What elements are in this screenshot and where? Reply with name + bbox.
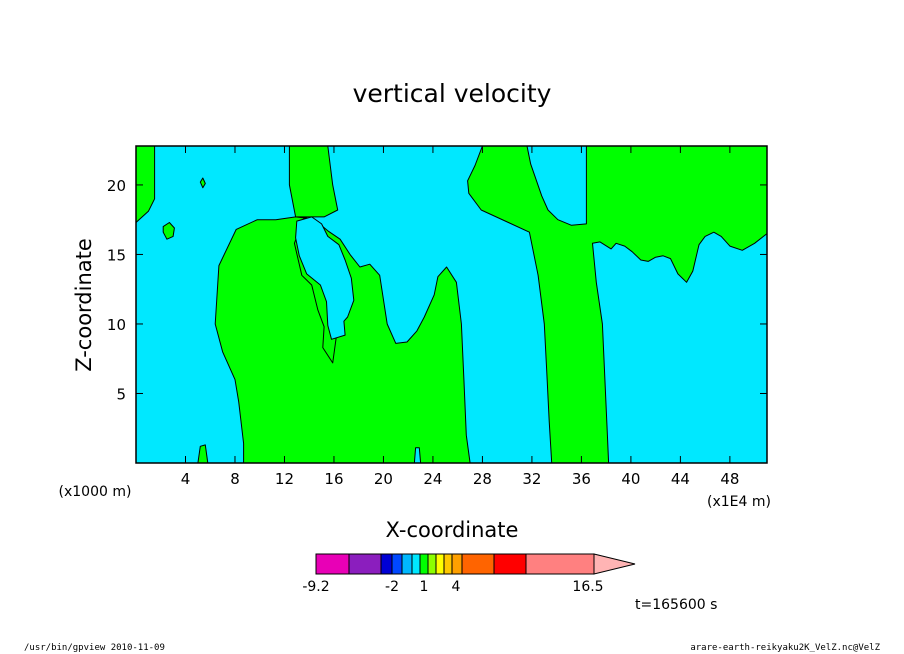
x-unit-right: (x1E4 m)	[707, 494, 771, 510]
footer-left: /usr/bin/gpview 2010-11-09	[24, 643, 165, 653]
x-tick-label: 24	[423, 470, 442, 488]
colorbar-overflow-arrow	[593, 553, 636, 575]
y-axis-label: Z-coordinate	[72, 238, 96, 372]
time-label: t=165600 s	[635, 597, 717, 613]
x-tick-label: 8	[230, 470, 240, 488]
x-tick-label: 28	[473, 470, 492, 488]
x-tick-label: 16	[324, 470, 343, 488]
x-tick-label: 44	[671, 470, 690, 488]
colorbar-segment	[493, 553, 527, 575]
y-axis-ticks: 5 10 15 20	[107, 177, 767, 403]
colorbar-label: -2	[385, 579, 399, 595]
colorbar-segment	[427, 553, 437, 575]
colorbar-segment	[461, 553, 495, 575]
x-axis-label: X-coordinate	[386, 518, 519, 542]
y-tick-label: 5	[116, 385, 126, 403]
colorbar-segment	[401, 553, 413, 575]
colorbar-segment	[435, 553, 445, 575]
colorbar-label-max: 16.5	[572, 579, 603, 595]
colorbar-segment	[348, 553, 382, 575]
colorbar-segment	[443, 553, 453, 575]
colorbar-segment	[391, 553, 403, 575]
x-tick-label: 20	[374, 470, 393, 488]
positive-velocity-island	[199, 177, 206, 189]
colorbar-segment	[419, 553, 429, 575]
chart-title: vertical velocity	[353, 79, 552, 108]
colorbar-segment	[525, 553, 595, 575]
x-axis-ticks: 4 8 12 16 20 24 28 32 36 40 44 48	[181, 146, 739, 488]
x-tick-label: 4	[181, 470, 191, 488]
x-tick-label: 40	[621, 470, 640, 488]
colorbar-segment	[380, 553, 393, 575]
x-tick-label: 36	[572, 470, 591, 488]
y-tick-label: 15	[107, 246, 126, 264]
colorbar-labels: -9.2 -2 1 4 16.5	[302, 579, 603, 595]
y-tick-label: 20	[107, 177, 126, 195]
y-tick-label: 10	[107, 316, 126, 334]
colorbar-label: 4	[452, 579, 461, 595]
x-unit-left: (x1000 m)	[59, 484, 132, 500]
colorbar	[315, 553, 636, 575]
plot-area	[135, 145, 768, 464]
x-tick-label: 48	[720, 470, 739, 488]
x-tick-label: 12	[275, 470, 294, 488]
footer-right: arare-earth-reikyaku2K_VelZ.nc@VelZ	[690, 643, 880, 653]
colorbar-segment	[411, 553, 421, 575]
x-tick-label: 32	[522, 470, 541, 488]
negative-velocity-island	[413, 447, 422, 464]
negative-velocity-island	[295, 216, 355, 340]
positive-velocity-island	[162, 222, 175, 240]
colorbar-segment	[315, 553, 350, 575]
colorbar-label-min: -9.2	[302, 579, 329, 595]
plot-frame	[135, 145, 768, 464]
colorbar-segment	[451, 553, 463, 575]
colorbar-label: 1	[420, 579, 429, 595]
